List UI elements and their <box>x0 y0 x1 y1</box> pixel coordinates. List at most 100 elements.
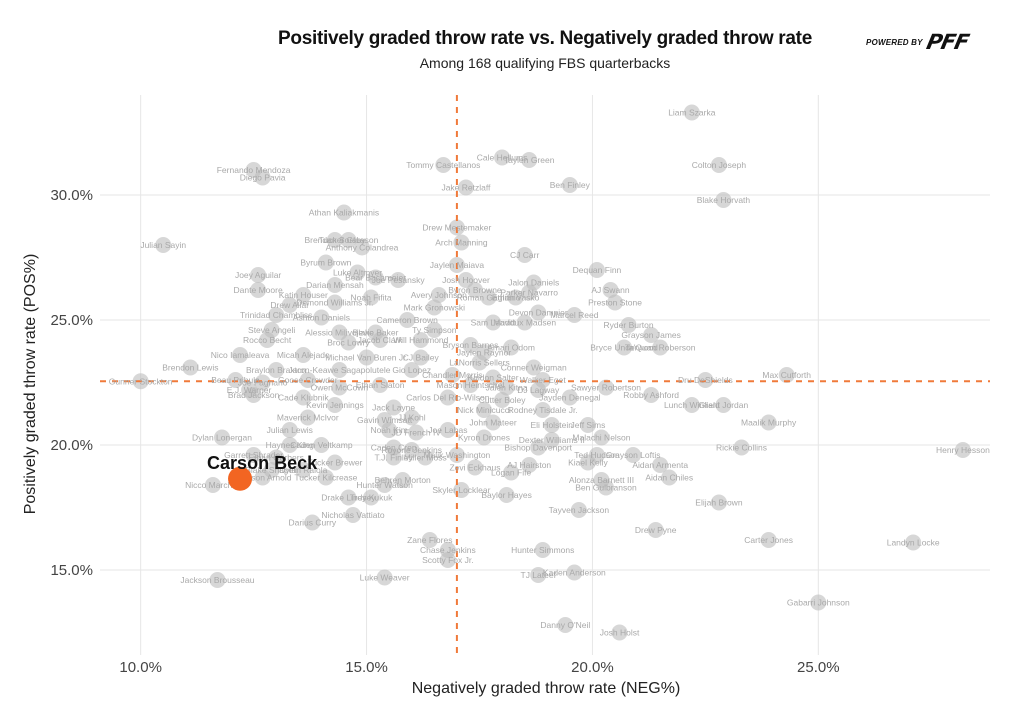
data-point[interactable] <box>295 287 312 303</box>
data-point[interactable] <box>281 437 298 453</box>
data-point[interactable] <box>439 552 456 568</box>
data-point[interactable] <box>426 322 443 338</box>
data-point[interactable] <box>313 309 330 326</box>
data-point[interactable] <box>503 339 520 356</box>
data-point[interactable] <box>385 399 402 416</box>
data-point[interactable] <box>372 332 389 348</box>
data-point[interactable] <box>250 267 267 283</box>
data-point[interactable] <box>643 327 660 343</box>
data-point[interactable] <box>155 237 172 253</box>
data-point[interactable] <box>439 422 456 438</box>
data-point[interactable] <box>376 477 393 493</box>
data-point[interactable] <box>507 289 524 306</box>
data-point[interactable] <box>250 282 267 298</box>
data-point[interactable] <box>760 414 777 431</box>
data-point[interactable] <box>363 489 380 506</box>
data-point[interactable] <box>778 367 795 383</box>
data-point[interactable] <box>566 307 583 323</box>
data-point[interactable] <box>268 307 285 323</box>
data-point[interactable] <box>715 192 732 208</box>
data-point[interactable] <box>259 332 276 348</box>
data-point[interactable] <box>954 442 971 458</box>
data-point[interactable] <box>647 522 664 538</box>
data-point[interactable] <box>733 439 750 456</box>
data-point[interactable] <box>494 392 511 408</box>
data-point[interactable] <box>466 459 483 476</box>
data-point[interactable] <box>245 447 262 463</box>
data-point[interactable] <box>358 349 375 366</box>
data-point[interactable] <box>317 469 334 486</box>
data-point[interactable] <box>430 287 447 303</box>
data-point[interactable] <box>570 502 587 518</box>
data-point[interactable] <box>593 429 610 446</box>
data-point[interactable] <box>521 457 538 473</box>
data-point[interactable] <box>579 454 596 471</box>
data-point[interactable] <box>534 402 551 418</box>
data-point[interactable] <box>683 397 700 413</box>
data-point[interactable] <box>354 239 371 256</box>
data-point[interactable] <box>534 542 551 558</box>
data-point[interactable] <box>295 462 312 478</box>
data-point[interactable] <box>652 457 669 473</box>
data-point[interactable] <box>543 432 560 448</box>
data-point[interactable] <box>602 282 619 298</box>
data-point[interactable] <box>204 477 221 493</box>
data-point[interactable] <box>213 429 230 446</box>
data-point[interactable] <box>340 489 357 506</box>
data-point[interactable] <box>607 294 624 311</box>
data-point[interactable] <box>367 269 384 286</box>
data-point[interactable] <box>182 359 199 376</box>
data-point[interactable] <box>457 179 474 196</box>
data-point[interactable] <box>209 572 226 588</box>
data-point[interactable] <box>521 152 538 168</box>
data-point[interactable] <box>557 617 574 633</box>
data-point[interactable] <box>254 374 271 391</box>
data-point[interactable] <box>403 409 420 426</box>
data-point[interactable] <box>643 387 660 403</box>
data-point[interactable] <box>344 507 361 523</box>
data-point[interactable] <box>462 337 479 353</box>
data-point[interactable] <box>232 347 249 363</box>
data-point[interactable] <box>295 347 312 363</box>
data-point[interactable] <box>385 449 402 466</box>
data-point[interactable] <box>317 254 334 271</box>
data-point[interactable] <box>588 262 605 278</box>
data-point[interactable] <box>697 372 714 388</box>
data-point[interactable] <box>421 532 438 548</box>
data-point[interactable] <box>426 299 443 316</box>
data-point[interactable] <box>326 397 343 413</box>
data-point[interactable] <box>494 149 511 166</box>
data-point[interactable] <box>408 424 425 441</box>
data-point[interactable] <box>331 362 348 378</box>
data-point[interactable] <box>611 624 628 641</box>
data-point[interactable] <box>435 157 452 173</box>
data-point[interactable] <box>268 449 285 466</box>
data-point[interactable] <box>403 442 420 458</box>
data-point[interactable] <box>227 372 244 388</box>
data-point[interactable] <box>412 332 429 348</box>
data-point[interactable] <box>530 567 547 583</box>
data-point[interactable] <box>453 234 470 251</box>
data-point[interactable] <box>661 469 678 486</box>
data-point[interactable] <box>268 362 285 378</box>
data-point[interactable] <box>326 277 343 293</box>
data-point[interactable] <box>579 417 596 433</box>
data-point[interactable] <box>710 157 727 173</box>
data-point[interactable] <box>299 409 316 426</box>
data-point[interactable] <box>480 289 497 306</box>
data-point[interactable] <box>476 402 493 418</box>
data-point[interactable] <box>620 317 637 333</box>
data-point[interactable] <box>326 232 343 248</box>
data-point[interactable] <box>652 339 669 356</box>
data-point[interactable] <box>566 564 583 581</box>
data-point[interactable] <box>340 334 357 351</box>
data-point[interactable] <box>466 282 483 298</box>
data-point[interactable] <box>905 534 922 551</box>
data-point[interactable] <box>299 372 316 388</box>
data-point[interactable] <box>521 284 538 301</box>
data-point[interactable] <box>710 494 727 511</box>
data-point[interactable] <box>403 362 420 378</box>
data-point[interactable] <box>281 297 298 313</box>
data-point[interactable] <box>304 514 321 531</box>
data-point[interactable] <box>331 379 348 396</box>
